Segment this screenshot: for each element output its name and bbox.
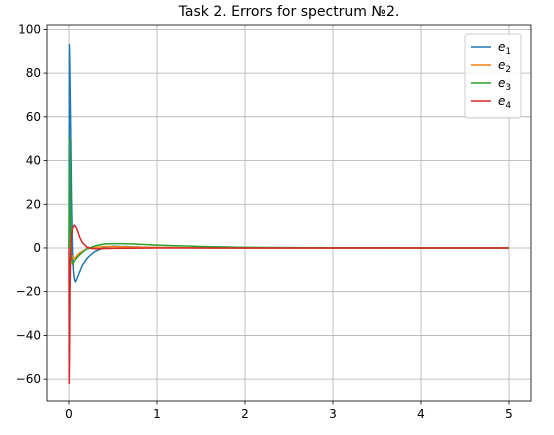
legend-box: [464, 33, 522, 119]
legend-label-base: e: [498, 40, 505, 54]
y-tick-label: 40: [26, 154, 41, 168]
y-tick-label: 20: [26, 197, 41, 211]
x-tick-label: 4: [417, 407, 425, 421]
legend-label-subscript: 2: [505, 65, 511, 75]
y-tick-label: 80: [26, 66, 41, 80]
plot-area-frame: [46, 24, 532, 402]
legend-label-subscript: 3: [505, 83, 511, 93]
chart-title: Task 2. Errors for spectrum №2.: [178, 4, 400, 20]
y-tick-label: −20: [16, 285, 41, 299]
y-tick-label: 0: [33, 241, 41, 255]
x-tick-label: 0: [65, 407, 73, 421]
legend-label-subscript: 1: [505, 47, 511, 57]
legend-label-base: e: [498, 94, 505, 108]
legend-label-subscript: 4: [505, 101, 511, 111]
y-tick-label: 60: [26, 110, 41, 124]
x-tick-label: 1: [153, 407, 161, 421]
y-tick-label: 100: [18, 22, 41, 36]
legend-label-e1: e1: [498, 40, 511, 57]
legend-label-base: e: [498, 58, 505, 72]
x-tick-label: 5: [505, 407, 513, 421]
y-tick-label: −40: [16, 328, 41, 342]
y-tick-label: −60: [16, 372, 41, 386]
legend-label-e3: e3: [498, 76, 511, 93]
x-tick-label: 3: [329, 407, 337, 421]
legend-label-e4: e4: [498, 94, 511, 111]
legend-label-e2: e2: [498, 58, 511, 75]
x-tick-label: 2: [241, 407, 249, 421]
series-lines: [68, 43, 509, 385]
axis-ticks: 0 1 2 3 4 5 −60 −40 −20 0 20 40 60 80 100: [16, 22, 513, 421]
legend-label-base: e: [498, 76, 505, 90]
series-line-e4: [68, 224, 509, 385]
